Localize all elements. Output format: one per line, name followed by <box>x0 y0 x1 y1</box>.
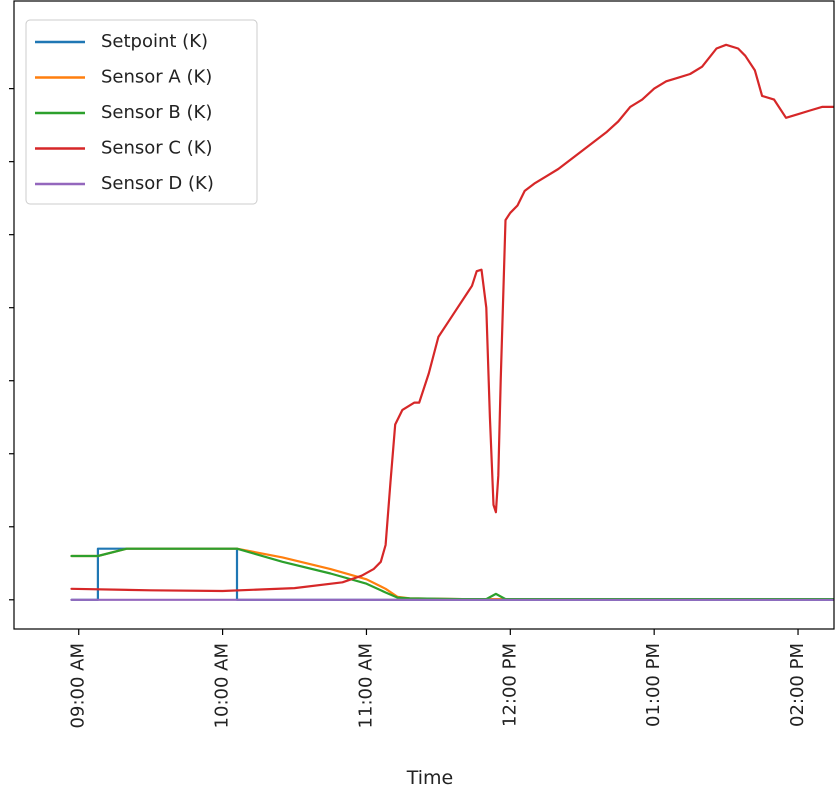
legend: Setpoint (K) Sensor A (K) Sensor B (K) Sens… <box>26 20 257 204</box>
x-tick-label: 11:00 AM <box>356 643 377 728</box>
x-tick-label: 12:00 PM <box>499 643 520 727</box>
x-tick-label: 10:00 AM <box>212 643 233 728</box>
legend-label: Sensor A (K) <box>101 67 212 88</box>
legend-label: Sensor D (K) <box>101 173 214 194</box>
legend-label: Sensor C (K) <box>101 138 213 159</box>
x-tick-label: 09:00 AM <box>68 643 89 728</box>
x-axis-title: Time <box>406 767 454 789</box>
x-tick-label: 02:00 PM <box>787 643 808 727</box>
legend-label: Sensor B (K) <box>101 102 212 123</box>
legend-label: Setpoint (K) <box>101 31 208 52</box>
x-tick-label: 01:00 PM <box>643 643 664 727</box>
